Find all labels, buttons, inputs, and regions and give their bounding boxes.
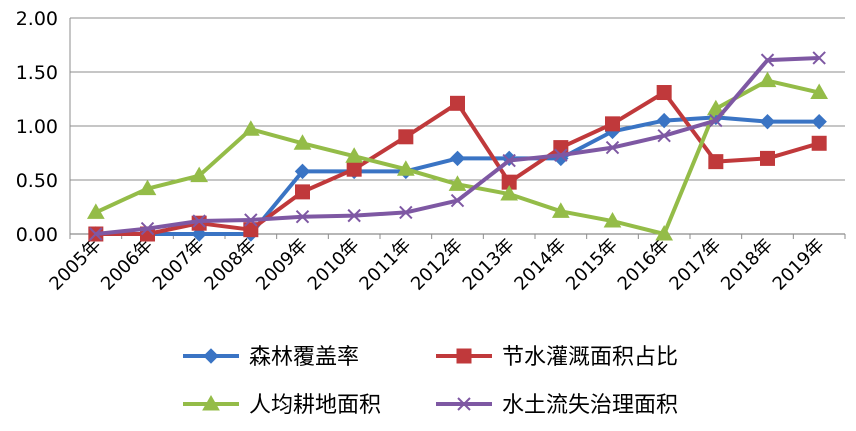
data-point bbox=[812, 51, 826, 65]
legend-label: 人均耕地面积 bbox=[249, 393, 381, 418]
x-tick-label: 2010年 bbox=[304, 235, 364, 295]
y-tick-label: 2.00 bbox=[16, 8, 58, 30]
x-tick-label: 2012年 bbox=[407, 235, 467, 295]
data-point bbox=[345, 147, 364, 163]
series-lines bbox=[86, 51, 829, 242]
data-point bbox=[708, 154, 724, 170]
data-point bbox=[192, 214, 206, 228]
y-tick-label: 0.00 bbox=[16, 224, 58, 246]
data-point bbox=[758, 71, 777, 88]
data-point bbox=[396, 160, 415, 176]
axes: 0.000.501.001.502.002005年2006年2007年2008年… bbox=[16, 8, 846, 295]
data-point bbox=[294, 163, 311, 180]
x-tick-label: 2006年 bbox=[97, 235, 157, 295]
data-point bbox=[811, 113, 827, 130]
legend-marker bbox=[203, 348, 219, 364]
legend-label: 水土流失治理面积 bbox=[502, 393, 678, 418]
data-point bbox=[448, 175, 467, 191]
x-tick-label: 2018年 bbox=[717, 235, 777, 295]
data-point bbox=[449, 150, 466, 167]
data-point bbox=[706, 99, 725, 116]
data-point bbox=[603, 212, 622, 228]
data-point bbox=[138, 179, 157, 196]
data-point bbox=[190, 166, 209, 183]
data-point bbox=[500, 185, 519, 201]
series-3 bbox=[89, 51, 826, 241]
data-point bbox=[244, 213, 258, 227]
x-tick-label: 2014年 bbox=[510, 235, 570, 295]
x-tick-label: 2016年 bbox=[614, 235, 674, 295]
y-tick-label: 1.00 bbox=[16, 116, 58, 138]
series-1 bbox=[88, 85, 827, 242]
legend-item: 节水灌溉面积占比 bbox=[436, 345, 678, 370]
data-point bbox=[450, 95, 465, 111]
data-point bbox=[554, 148, 568, 162]
data-point bbox=[811, 135, 827, 151]
data-point bbox=[347, 208, 361, 223]
data-point bbox=[605, 116, 620, 132]
legend-marker bbox=[202, 394, 220, 411]
series-2 bbox=[86, 71, 829, 241]
data-point bbox=[86, 203, 105, 219]
data-point bbox=[656, 112, 672, 129]
x-tick-label: 2009年 bbox=[252, 235, 312, 295]
y-tick-label: 1.50 bbox=[16, 62, 58, 84]
legend-label: 森林覆盖率 bbox=[249, 345, 359, 370]
data-point bbox=[656, 85, 672, 101]
x-tick-label: 2011年 bbox=[355, 235, 415, 295]
data-point bbox=[398, 129, 414, 145]
data-point bbox=[346, 161, 362, 177]
legend-label: 节水灌溉面积占比 bbox=[502, 345, 678, 370]
legend-item: 水土流失治理面积 bbox=[436, 393, 678, 418]
data-point bbox=[810, 83, 829, 100]
data-point bbox=[295, 210, 310, 224]
x-tick-label: 2007年 bbox=[149, 235, 209, 295]
legend-marker bbox=[456, 348, 472, 364]
data-point bbox=[655, 224, 674, 241]
data-point bbox=[295, 184, 310, 200]
data-point bbox=[241, 120, 260, 136]
x-tick-label: 2015年 bbox=[562, 235, 622, 295]
data-point bbox=[293, 134, 312, 150]
data-point bbox=[657, 129, 671, 143]
x-tick-label: 2019年 bbox=[769, 235, 829, 295]
series-line bbox=[95, 55, 820, 236]
data-point bbox=[502, 153, 516, 168]
data-point bbox=[605, 140, 620, 155]
x-tick-label: 2013年 bbox=[459, 235, 519, 295]
data-point bbox=[760, 150, 775, 166]
data-point bbox=[399, 205, 413, 220]
data-point bbox=[243, 222, 259, 238]
data-point bbox=[760, 53, 775, 67]
legend-item: 人均耕地面积 bbox=[183, 393, 381, 418]
legend-marker bbox=[457, 397, 471, 411]
legend-item: 森林覆盖率 bbox=[183, 345, 359, 370]
data-point bbox=[450, 193, 465, 208]
data-point bbox=[759, 113, 776, 130]
data-point bbox=[551, 202, 570, 218]
y-tick-label: 0.50 bbox=[16, 170, 58, 192]
data-point bbox=[140, 221, 155, 236]
data-point bbox=[89, 227, 103, 241]
data-point bbox=[709, 113, 723, 128]
x-tick-label: 2008年 bbox=[200, 235, 260, 295]
x-tick-label: 2017年 bbox=[665, 235, 725, 295]
